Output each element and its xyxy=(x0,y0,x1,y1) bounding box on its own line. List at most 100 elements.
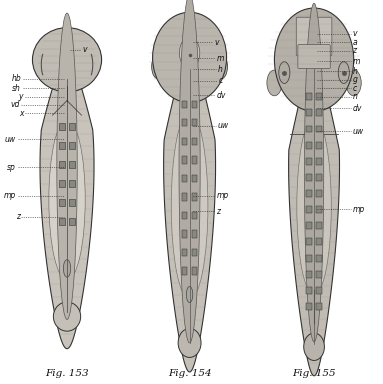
Text: mp: mp xyxy=(216,191,229,200)
FancyBboxPatch shape xyxy=(298,45,330,69)
FancyBboxPatch shape xyxy=(69,123,75,130)
Text: Fig. 155: Fig. 155 xyxy=(292,369,336,378)
Text: sp: sp xyxy=(7,162,16,172)
Ellipse shape xyxy=(178,328,201,358)
FancyBboxPatch shape xyxy=(316,271,322,278)
Ellipse shape xyxy=(179,0,200,343)
FancyBboxPatch shape xyxy=(306,271,312,278)
FancyBboxPatch shape xyxy=(306,190,312,197)
Ellipse shape xyxy=(152,12,227,103)
FancyBboxPatch shape xyxy=(182,156,188,164)
Text: uw: uw xyxy=(218,121,229,131)
Text: g: g xyxy=(352,75,357,84)
Text: vd: vd xyxy=(11,100,20,109)
FancyBboxPatch shape xyxy=(182,175,188,182)
FancyBboxPatch shape xyxy=(316,222,322,229)
FancyBboxPatch shape xyxy=(316,93,322,100)
FancyBboxPatch shape xyxy=(306,109,312,116)
FancyBboxPatch shape xyxy=(316,206,322,213)
FancyBboxPatch shape xyxy=(192,249,198,256)
FancyBboxPatch shape xyxy=(182,138,188,145)
FancyBboxPatch shape xyxy=(59,180,65,187)
Ellipse shape xyxy=(33,28,101,92)
FancyBboxPatch shape xyxy=(192,156,198,164)
FancyBboxPatch shape xyxy=(306,158,312,165)
Text: hb: hb xyxy=(11,74,21,83)
FancyBboxPatch shape xyxy=(306,287,312,294)
Ellipse shape xyxy=(53,302,81,331)
Text: x: x xyxy=(19,109,24,118)
FancyBboxPatch shape xyxy=(59,161,65,168)
Text: y: y xyxy=(18,92,23,101)
FancyBboxPatch shape xyxy=(306,255,312,262)
FancyBboxPatch shape xyxy=(316,255,322,262)
FancyBboxPatch shape xyxy=(192,175,198,182)
Ellipse shape xyxy=(304,333,324,361)
FancyBboxPatch shape xyxy=(192,138,198,145)
Ellipse shape xyxy=(171,112,208,300)
FancyBboxPatch shape xyxy=(316,303,322,310)
Ellipse shape xyxy=(267,70,282,96)
Ellipse shape xyxy=(275,8,354,111)
FancyBboxPatch shape xyxy=(306,142,312,149)
Text: Fig. 153: Fig. 153 xyxy=(45,369,89,378)
Text: a: a xyxy=(352,38,357,47)
FancyBboxPatch shape xyxy=(192,119,198,126)
Text: z: z xyxy=(16,212,20,222)
FancyBboxPatch shape xyxy=(306,222,312,229)
FancyBboxPatch shape xyxy=(316,158,322,165)
FancyBboxPatch shape xyxy=(69,218,75,225)
FancyBboxPatch shape xyxy=(182,193,188,200)
Ellipse shape xyxy=(297,118,331,295)
Text: v: v xyxy=(214,38,219,47)
Text: Fig. 154: Fig. 154 xyxy=(168,369,211,378)
FancyBboxPatch shape xyxy=(59,142,65,149)
Text: uw: uw xyxy=(352,127,363,136)
Text: dv: dv xyxy=(352,104,362,113)
FancyBboxPatch shape xyxy=(306,238,312,245)
Ellipse shape xyxy=(57,13,77,319)
Ellipse shape xyxy=(338,62,349,83)
Text: dv: dv xyxy=(216,91,226,100)
FancyBboxPatch shape xyxy=(182,212,188,219)
FancyBboxPatch shape xyxy=(306,303,312,310)
FancyBboxPatch shape xyxy=(316,287,322,294)
Text: h: h xyxy=(218,65,223,74)
FancyBboxPatch shape xyxy=(316,109,322,116)
Polygon shape xyxy=(40,57,94,349)
FancyBboxPatch shape xyxy=(182,230,188,238)
FancyBboxPatch shape xyxy=(192,212,198,219)
Text: mp: mp xyxy=(352,205,365,214)
Text: c: c xyxy=(218,76,223,85)
Text: v: v xyxy=(82,45,87,55)
FancyBboxPatch shape xyxy=(306,126,312,132)
Text: c: c xyxy=(352,84,357,93)
FancyBboxPatch shape xyxy=(316,142,322,149)
Ellipse shape xyxy=(152,54,165,79)
Polygon shape xyxy=(164,50,216,372)
Text: v: v xyxy=(352,29,357,38)
FancyBboxPatch shape xyxy=(296,17,332,56)
Polygon shape xyxy=(289,53,339,376)
FancyBboxPatch shape xyxy=(182,101,188,108)
FancyBboxPatch shape xyxy=(59,123,65,130)
Text: z: z xyxy=(352,46,356,55)
Ellipse shape xyxy=(179,37,200,69)
FancyBboxPatch shape xyxy=(316,190,322,197)
Ellipse shape xyxy=(63,260,70,277)
Text: sh: sh xyxy=(12,84,21,93)
FancyBboxPatch shape xyxy=(69,161,75,168)
Text: m: m xyxy=(216,54,224,63)
FancyBboxPatch shape xyxy=(182,268,188,275)
Text: m: m xyxy=(352,57,360,66)
Text: n: n xyxy=(352,92,357,101)
FancyBboxPatch shape xyxy=(306,93,312,100)
Text: mp: mp xyxy=(4,191,16,200)
Ellipse shape xyxy=(279,62,290,83)
FancyBboxPatch shape xyxy=(69,199,75,206)
FancyBboxPatch shape xyxy=(316,174,322,181)
FancyBboxPatch shape xyxy=(59,199,65,206)
FancyBboxPatch shape xyxy=(192,230,198,238)
FancyBboxPatch shape xyxy=(306,174,312,181)
Ellipse shape xyxy=(304,3,324,342)
